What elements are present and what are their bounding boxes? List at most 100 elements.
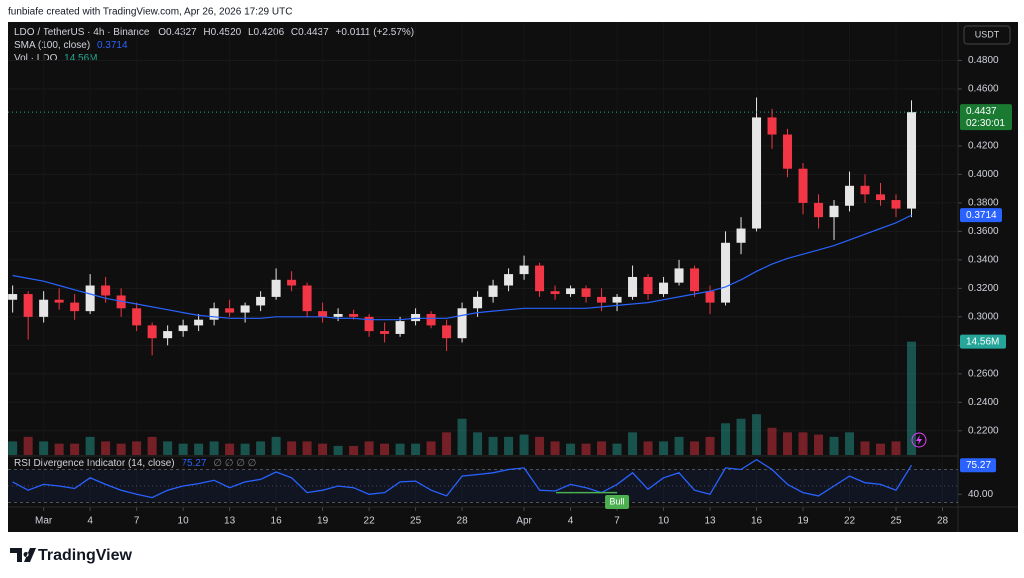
change: +0.0111 (+2.57%) (336, 27, 415, 38)
volume-bar (705, 436, 715, 455)
countdown: 02:30:01 (966, 118, 1005, 129)
candle-body (845, 185, 855, 206)
candle-body (163, 331, 173, 339)
candle-body (891, 200, 901, 209)
annotation-box (605, 495, 630, 509)
candle-body (721, 242, 731, 303)
volume-bar (457, 418, 467, 455)
sma-badge-label: 0.3714 (966, 210, 997, 221)
x-tick-label: 19 (797, 516, 809, 527)
volume-bar (23, 436, 33, 455)
candle-body (628, 276, 638, 297)
volume-bar (612, 443, 622, 455)
close-value: 0.4437 (298, 27, 329, 38)
volume-bar (194, 443, 204, 455)
candle-body (876, 194, 886, 201)
candle-body (829, 205, 839, 218)
volume-bar (891, 441, 901, 455)
candle-body (411, 313, 421, 322)
volume-bar (721, 423, 731, 455)
y-tick-label: 0.2400 (968, 397, 999, 408)
volume-bar (581, 443, 591, 455)
volume-bar (442, 432, 452, 455)
candle-body (256, 296, 266, 306)
currency[interactable]: USDT (975, 29, 1000, 39)
candle-body (395, 321, 405, 334)
volume-bar (488, 436, 498, 455)
volume-bar (39, 441, 49, 455)
rsi-badge-label: 75.27 (966, 460, 991, 471)
x-tick-label: 22 (364, 516, 376, 527)
alert-icon[interactable] (911, 432, 927, 448)
y-tick-label: 0.2200 (968, 425, 999, 436)
candle-body (209, 308, 219, 320)
low-value: 0.4206 (254, 27, 285, 38)
candle-body (566, 288, 576, 295)
logo (10, 548, 36, 562)
legend-line-1: LDO / TetherUS · 4h · Binance O0.4327 H0… (14, 27, 414, 38)
y-tick-label: 40.00 (968, 489, 993, 500)
y-tick-label: 0.3800 (968, 198, 999, 209)
y-tick-label: 0.3000 (968, 311, 999, 322)
candle-body (116, 295, 126, 309)
candle-body (736, 228, 746, 243)
candle-body (581, 288, 591, 297)
candle-body (349, 313, 359, 317)
volume-bar (271, 436, 281, 455)
volume-bar (364, 441, 374, 455)
candle-body (302, 285, 312, 312)
volume-bar (302, 441, 312, 455)
volume-bar (876, 443, 886, 455)
candle-body (597, 296, 607, 303)
rsi-flags: ∅ ∅ ∅ ∅ (213, 458, 256, 469)
x-tick-label: 4 (87, 516, 93, 527)
high-value: 0.4520 (211, 27, 242, 38)
volume-bar (690, 441, 700, 455)
volume-bar (178, 443, 188, 455)
volume-bar (256, 441, 266, 455)
volume-bar (783, 432, 793, 455)
candle-body (8, 294, 18, 300)
volume-bar (659, 441, 669, 455)
candle-body (54, 299, 64, 303)
candle-body (442, 325, 452, 339)
sma-badge (960, 208, 1002, 223)
volume-bar (225, 443, 235, 455)
x-tick-label: 25 (890, 516, 902, 527)
candle-body (333, 313, 343, 317)
y-tick-label: 0.4000 (968, 169, 999, 180)
x-tick-label: 13 (704, 516, 716, 527)
candle-body (225, 308, 235, 313)
sma-line (12, 214, 912, 321)
rsi-title: RSI Divergence Indicator (14, close) (14, 458, 175, 469)
candle-body (426, 313, 436, 326)
volume-bar (8, 441, 18, 455)
x-tick-label: 10 (658, 516, 670, 527)
candle-body (488, 285, 498, 297)
candle-body (504, 274, 514, 286)
volume-bar (628, 432, 638, 455)
x-tick-label: 7 (134, 516, 140, 527)
y-tick-label: 0.4200 (968, 141, 999, 152)
volume-bar (597, 441, 607, 455)
volume-bar (147, 436, 157, 455)
volume-bar (860, 441, 870, 455)
sma-label: SMA (100, close) (14, 40, 90, 51)
candle-body (907, 112, 917, 209)
volume-bar (85, 436, 95, 455)
currency-button[interactable] (963, 25, 1011, 45)
volume-bar (829, 436, 839, 455)
candle-body (519, 265, 529, 275)
rsi-line (12, 458, 913, 499)
x-tick-label: 28 (457, 516, 469, 527)
candle-body (814, 202, 824, 218)
volume-bar (798, 432, 808, 455)
candle-body (380, 331, 390, 334)
volume-bar (240, 443, 250, 455)
volume-bar (674, 436, 684, 455)
candle-body (287, 279, 297, 286)
x-tick-label: 13 (224, 516, 236, 527)
volume-bar (845, 432, 855, 455)
volume-bar (814, 434, 824, 455)
